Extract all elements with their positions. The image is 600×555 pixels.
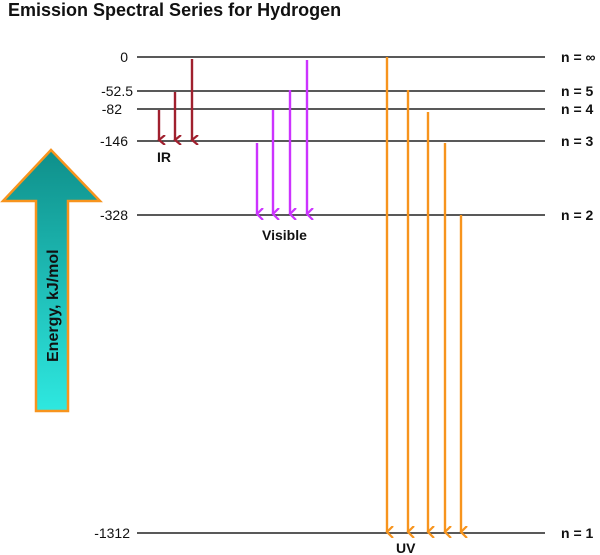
diagram-title: Emission Spectral Series for Hydrogen [8,0,342,20]
visible-label: Visible [262,227,307,243]
energy-value: -328 [100,207,128,223]
n-label: n = 2 [561,207,594,223]
energy-arrow-icon: Energy, kJ/mol [0,148,103,413]
n-label: n = 4 [561,101,594,117]
energy-value: -52.5 [101,83,133,99]
energy-value: -146 [100,133,128,149]
n-label: n = 1 [561,525,594,541]
visible-series [257,60,307,214]
uv-series [387,57,461,532]
ir-label: IR [157,149,171,165]
n-label: n = ∞ [561,49,596,65]
level-lines [137,56,545,534]
n-label: n = 3 [561,133,594,149]
ir-series [159,59,192,140]
energy-value: 0 [120,49,128,65]
energy-value: -82 [102,101,122,117]
uv-label: UV [396,540,416,555]
energy-values: 0 -52.5 -82 -146 -328 -1312 [94,49,133,541]
energy-value: -1312 [94,525,130,541]
axis-label: Energy, kJ/mol [45,249,62,362]
n-label: n = 5 [561,83,594,99]
quantum-number-labels: n = ∞ n = 5 n = 4 n = 3 n = 2 n = 1 [561,49,596,541]
